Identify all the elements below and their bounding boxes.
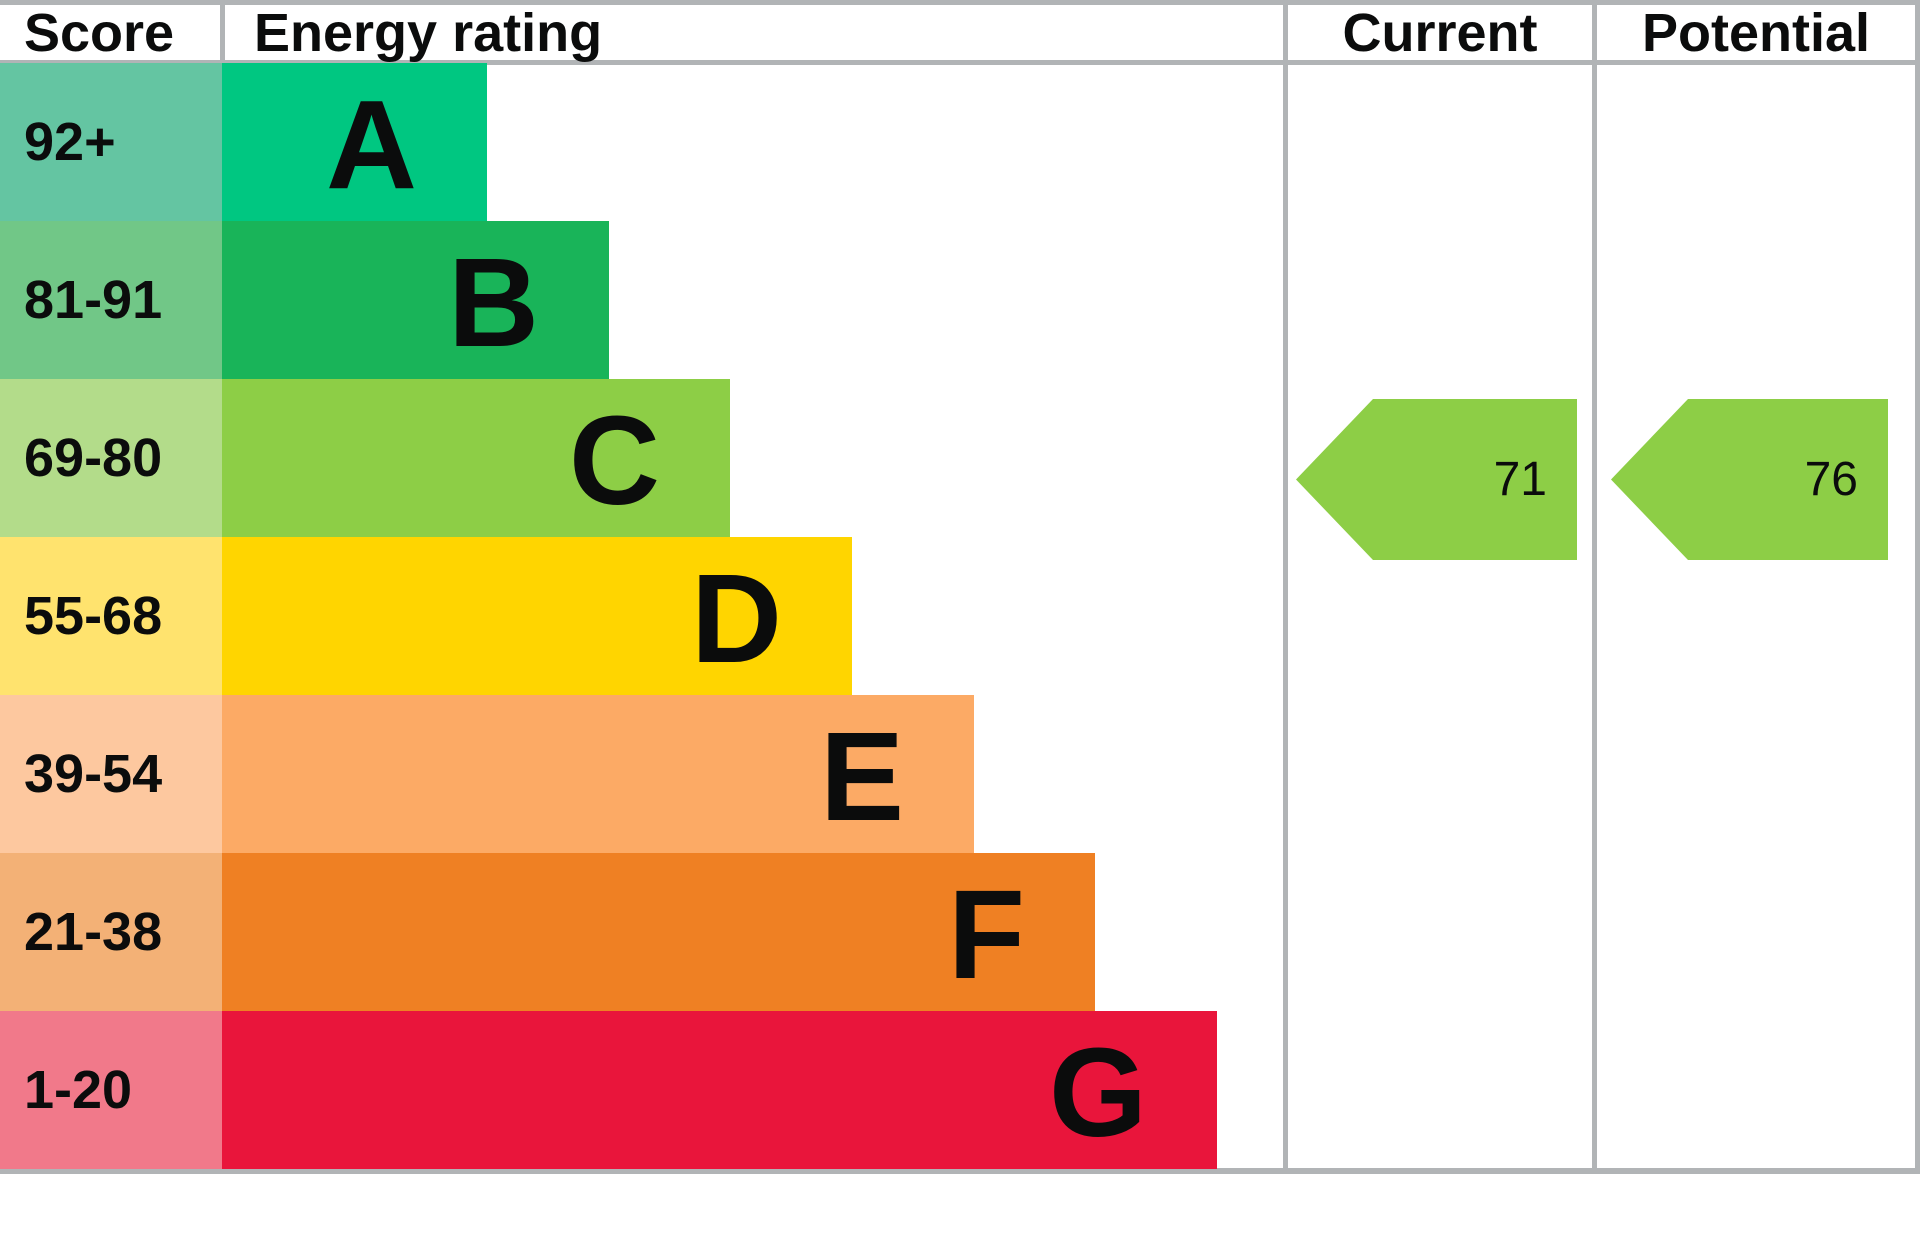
rating-row: 39-54 E	[0, 695, 1915, 853]
rating-letter: F	[948, 864, 1025, 1005]
table-border-bottom	[0, 1168, 1920, 1174]
rating-row: 69-80 C	[0, 379, 1915, 537]
score-range-cell: 55-68	[0, 537, 222, 695]
score-column-header: Score	[24, 2, 175, 63]
table-header-bottom-border	[0, 60, 1920, 65]
rating-letter: C	[569, 390, 660, 531]
rating-letter: B	[448, 232, 539, 373]
potential-column-divider	[1592, 0, 1597, 1174]
rating-row: 1-20 G	[0, 1011, 1915, 1169]
score-range-cell: 81-91	[0, 221, 222, 379]
rating-row: 92+ A	[0, 63, 1915, 221]
rating-bar: F	[222, 853, 1095, 1011]
score-range-cell: 1-20	[0, 1011, 222, 1169]
rating-letter: G	[1048, 1022, 1147, 1163]
score-range-cell: 92+	[0, 63, 222, 221]
rating-row: 55-68 D	[0, 537, 1915, 695]
current-column-header: Current	[1342, 2, 1538, 63]
rating-bar: G	[222, 1011, 1217, 1169]
rating-bar: E	[222, 695, 974, 853]
table-border-top	[0, 0, 1920, 5]
rating-bar: B	[222, 221, 609, 379]
score-range-cell: 69-80	[0, 379, 222, 537]
score-column-divider	[220, 0, 225, 65]
energy-rating-column-header: Energy rating	[254, 2, 603, 63]
rating-row: 81-91 B	[0, 221, 1915, 379]
rating-letter: D	[691, 548, 782, 689]
rating-letter: A	[326, 74, 417, 215]
score-range-cell: 39-54	[0, 695, 222, 853]
current-column-divider	[1283, 0, 1288, 1174]
rating-bar: C	[222, 379, 730, 537]
potential-column-header: Potential	[1641, 2, 1871, 63]
score-range-cell: 21-38	[0, 853, 222, 1011]
rating-letter: E	[819, 706, 904, 847]
rating-bar: D	[222, 537, 852, 695]
rating-row: 21-38 F	[0, 853, 1915, 1011]
potential-rating-value: 76	[1804, 453, 1858, 506]
table-border-right	[1915, 0, 1920, 1174]
rating-bar: A	[222, 63, 487, 221]
current-rating-value: 71	[1493, 453, 1547, 506]
